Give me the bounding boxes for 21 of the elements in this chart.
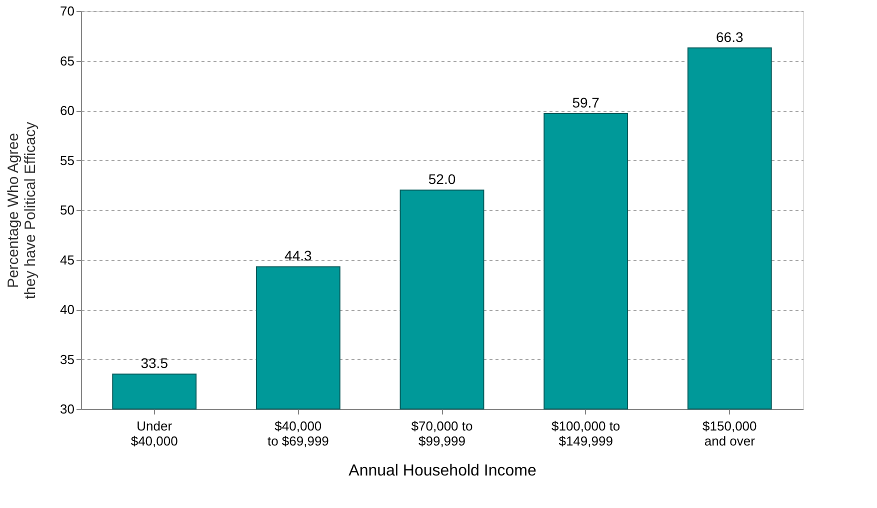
data-label: 33.5	[140, 355, 168, 372]
y-tick-label: 70	[60, 4, 74, 18]
y-tick-label: 55	[60, 152, 74, 168]
y-tick-label: 50	[60, 202, 74, 218]
y-tick-label: 60	[60, 103, 74, 118]
x-tick-label: Under $40,000	[130, 418, 178, 448]
y-tick-label: 30	[60, 402, 74, 416]
x-tick-label: $100,000 to $149,999	[551, 418, 620, 448]
x-tick-label: $150,000 and over	[702, 418, 757, 448]
data-label: 52.0	[428, 171, 456, 188]
y-tick-label: 40	[60, 302, 74, 317]
y-axis-title: Percentage Who Agree they have Political Efficacy	[5, 121, 40, 300]
x-tick-label: $70,000 to $99,999	[411, 418, 473, 448]
data-label: 44.3	[284, 248, 312, 264]
y-tick-label: 65	[60, 53, 74, 68]
data-label: 59.7	[572, 94, 600, 110]
x-axis-title: Annual Household Income	[348, 462, 536, 480]
y-tick-label: 35	[60, 352, 74, 367]
data-label: 66.3	[716, 28, 744, 45]
x-tick-label: $40,000 to $69,999	[267, 418, 329, 448]
y-tick-label: 45	[60, 252, 74, 268]
